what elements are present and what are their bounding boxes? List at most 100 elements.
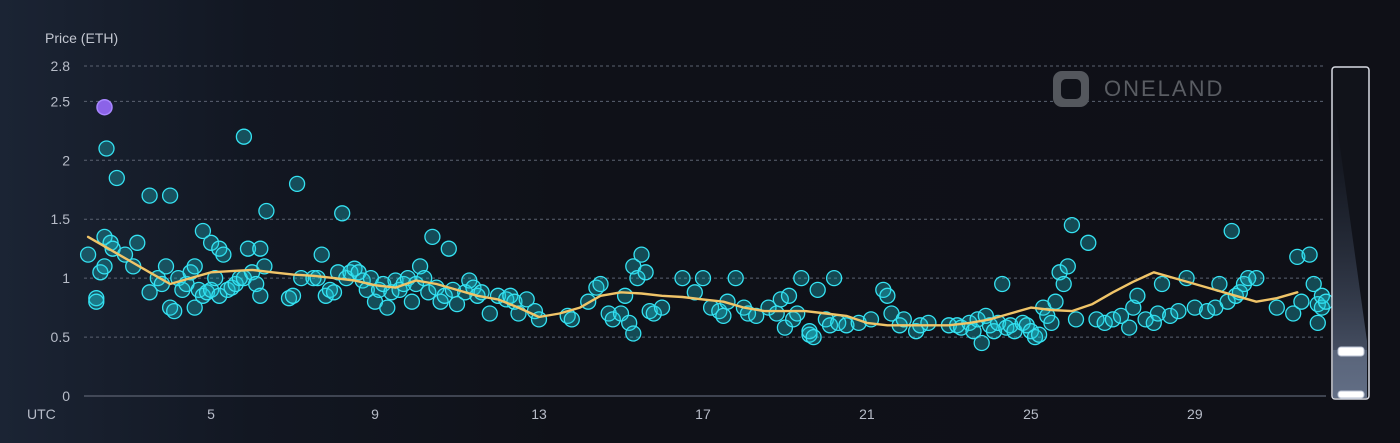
sale-point[interactable] bbox=[436, 287, 453, 304]
sale-point[interactable] bbox=[637, 264, 654, 281]
sale-point[interactable] bbox=[96, 228, 113, 246]
sale-point[interactable] bbox=[985, 323, 1003, 340]
sale-point[interactable] bbox=[748, 307, 765, 325]
sale-point[interactable] bbox=[1239, 269, 1257, 287]
sale-point[interactable] bbox=[1121, 319, 1138, 336]
sale-point[interactable] bbox=[653, 299, 671, 316]
sale-point[interactable] bbox=[1289, 248, 1306, 266]
sale-point[interactable] bbox=[481, 305, 498, 322]
sale-point[interactable] bbox=[1059, 258, 1076, 275]
sale-point[interactable] bbox=[258, 202, 275, 220]
sale-point[interactable] bbox=[604, 311, 621, 328]
sale-point[interactable] bbox=[727, 269, 744, 287]
sale-point[interactable] bbox=[694, 269, 712, 287]
sale-point[interactable] bbox=[202, 234, 220, 251]
sale-point[interactable] bbox=[789, 305, 806, 322]
sale-point[interactable] bbox=[1112, 307, 1130, 325]
sale-point[interactable] bbox=[207, 269, 224, 287]
sale-point[interactable] bbox=[1248, 269, 1265, 287]
sale-point[interactable] bbox=[838, 317, 855, 334]
sale-point[interactable] bbox=[88, 290, 105, 307]
sale-point[interactable] bbox=[325, 284, 343, 301]
sale-point[interactable] bbox=[1268, 299, 1285, 316]
sale-point[interactable] bbox=[780, 287, 798, 304]
sale-point[interactable] bbox=[616, 287, 634, 304]
sale-point[interactable] bbox=[1293, 293, 1310, 310]
sale-point[interactable] bbox=[186, 299, 203, 316]
sale-point[interactable] bbox=[1285, 305, 1302, 322]
sale-point[interactable] bbox=[141, 284, 158, 301]
sale-point[interactable] bbox=[629, 269, 646, 287]
sale-point[interactable] bbox=[329, 264, 347, 281]
sale-point[interactable] bbox=[141, 187, 158, 204]
sale-point[interactable] bbox=[448, 295, 466, 313]
sale-point[interactable] bbox=[715, 307, 732, 325]
sale-point[interactable] bbox=[305, 269, 322, 287]
sale-point[interactable] bbox=[379, 299, 396, 316]
sale-point[interactable] bbox=[334, 205, 351, 222]
sale-point[interactable] bbox=[284, 287, 302, 304]
sale-point[interactable] bbox=[1198, 302, 1216, 320]
sale-point[interactable] bbox=[1170, 302, 1187, 320]
sale-point[interactable] bbox=[1301, 246, 1318, 263]
sale-point[interactable] bbox=[98, 140, 115, 157]
sale-point[interactable] bbox=[1305, 275, 1322, 293]
sale-point[interactable] bbox=[1047, 293, 1064, 310]
sale-point[interactable] bbox=[166, 302, 183, 320]
sale-point[interactable] bbox=[215, 246, 232, 263]
sale-point[interactable] bbox=[772, 291, 789, 308]
sale-point[interactable] bbox=[1223, 222, 1240, 240]
sale-point[interactable] bbox=[1043, 314, 1060, 332]
sale-point[interactable] bbox=[625, 325, 642, 342]
sale-point[interactable] bbox=[1067, 311, 1085, 328]
sale-point[interactable] bbox=[592, 275, 609, 293]
sale-point[interactable] bbox=[440, 240, 457, 257]
sale-point[interactable] bbox=[309, 269, 326, 287]
sale-point[interactable] bbox=[96, 258, 113, 275]
sale-point[interactable] bbox=[88, 293, 105, 310]
slider-handle-icon[interactable] bbox=[1337, 390, 1365, 399]
sale-point[interactable] bbox=[1104, 311, 1122, 328]
sale-point[interactable] bbox=[994, 275, 1011, 293]
sale-point[interactable] bbox=[645, 305, 662, 322]
sale-point[interactable] bbox=[108, 169, 125, 187]
sale-point[interactable] bbox=[973, 334, 990, 352]
sale-point[interactable] bbox=[1080, 234, 1097, 251]
range-slider-selection[interactable] bbox=[1333, 350, 1367, 398]
sale-point[interactable] bbox=[879, 287, 896, 304]
sale-point[interactable] bbox=[1129, 287, 1146, 304]
sale-point[interactable] bbox=[805, 328, 822, 346]
sale-point[interactable] bbox=[793, 269, 810, 287]
sale-point[interactable] bbox=[563, 311, 580, 328]
sale-point[interactable] bbox=[895, 311, 912, 328]
sale-point[interactable] bbox=[686, 284, 703, 301]
range-slider[interactable] bbox=[1331, 66, 1370, 400]
sale-point[interactable] bbox=[288, 175, 306, 193]
sale-point[interactable] bbox=[809, 281, 826, 299]
sale-point[interactable] bbox=[129, 234, 146, 251]
sale-point[interactable] bbox=[825, 269, 843, 287]
sale-point[interactable] bbox=[1162, 307, 1179, 325]
highlight-sale-point[interactable] bbox=[96, 98, 113, 116]
sale-point[interactable] bbox=[424, 228, 441, 246]
sale-point[interactable] bbox=[633, 246, 650, 263]
sale-point[interactable] bbox=[768, 305, 785, 322]
sale-point[interactable] bbox=[194, 222, 212, 240]
sale-point[interactable] bbox=[1030, 326, 1048, 343]
sale-point[interactable] bbox=[252, 240, 269, 257]
sale-point[interactable] bbox=[920, 314, 937, 332]
sale-point[interactable] bbox=[420, 284, 437, 301]
sale-point[interactable] bbox=[403, 293, 421, 310]
sale-point[interactable] bbox=[1145, 314, 1162, 332]
sale-point[interactable] bbox=[674, 269, 691, 287]
sale-point[interactable] bbox=[518, 291, 535, 308]
sale-point[interactable] bbox=[1149, 305, 1167, 322]
sale-point[interactable] bbox=[161, 187, 179, 204]
sale-point[interactable] bbox=[1088, 311, 1105, 328]
sale-point[interactable] bbox=[186, 258, 203, 275]
sale-point[interactable] bbox=[1055, 275, 1072, 293]
sale-point[interactable] bbox=[235, 128, 253, 145]
sale-point[interactable] bbox=[1063, 216, 1081, 234]
sale-point[interactable] bbox=[79, 246, 97, 263]
sale-point[interactable] bbox=[1186, 299, 1203, 316]
